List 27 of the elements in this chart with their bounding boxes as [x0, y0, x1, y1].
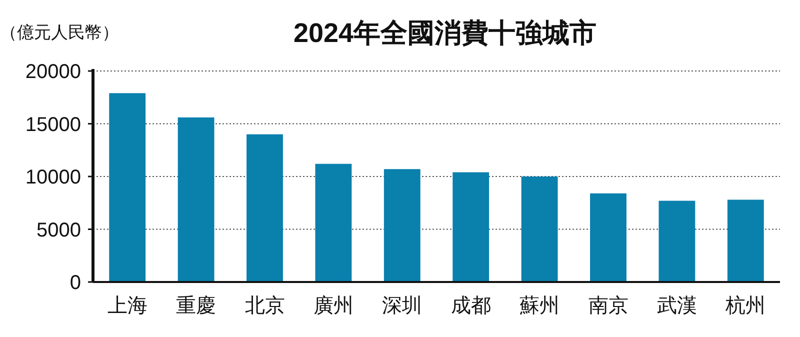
- x-tick-label: 南京: [588, 295, 628, 317]
- chart-title: 2024年全國消費十強城市: [293, 18, 597, 48]
- y-tick-label: 10000: [25, 166, 81, 188]
- x-tick-label: 重慶: [176, 295, 216, 317]
- x-tick-label: 武漢: [656, 295, 697, 317]
- x-tick-label: 蘇州: [520, 295, 560, 317]
- bar: [315, 164, 352, 282]
- bar: [590, 193, 626, 282]
- x-tick-label: 北京: [244, 295, 285, 317]
- bar: [384, 169, 420, 282]
- bar: [109, 93, 146, 282]
- y-tick-label: 5000: [36, 219, 81, 242]
- bar: [727, 200, 764, 282]
- bar: [246, 134, 283, 282]
- x-tick-label: 廣州: [313, 295, 354, 317]
- bar: [178, 117, 214, 282]
- x-tick-label: 深圳: [382, 295, 422, 317]
- bar: [658, 200, 696, 282]
- x-tick-label: 上海: [107, 295, 148, 317]
- y-tick-label: 0: [70, 272, 81, 294]
- bar: [452, 172, 490, 282]
- x-tick-label: 成都: [450, 295, 491, 317]
- y-tick-label: 20000: [25, 61, 81, 83]
- y-axis-title: （億元人民幣）: [0, 23, 119, 42]
- x-tick-label: 杭州: [724, 295, 766, 317]
- y-tick-label: 15000: [25, 114, 81, 136]
- bar: [521, 176, 558, 282]
